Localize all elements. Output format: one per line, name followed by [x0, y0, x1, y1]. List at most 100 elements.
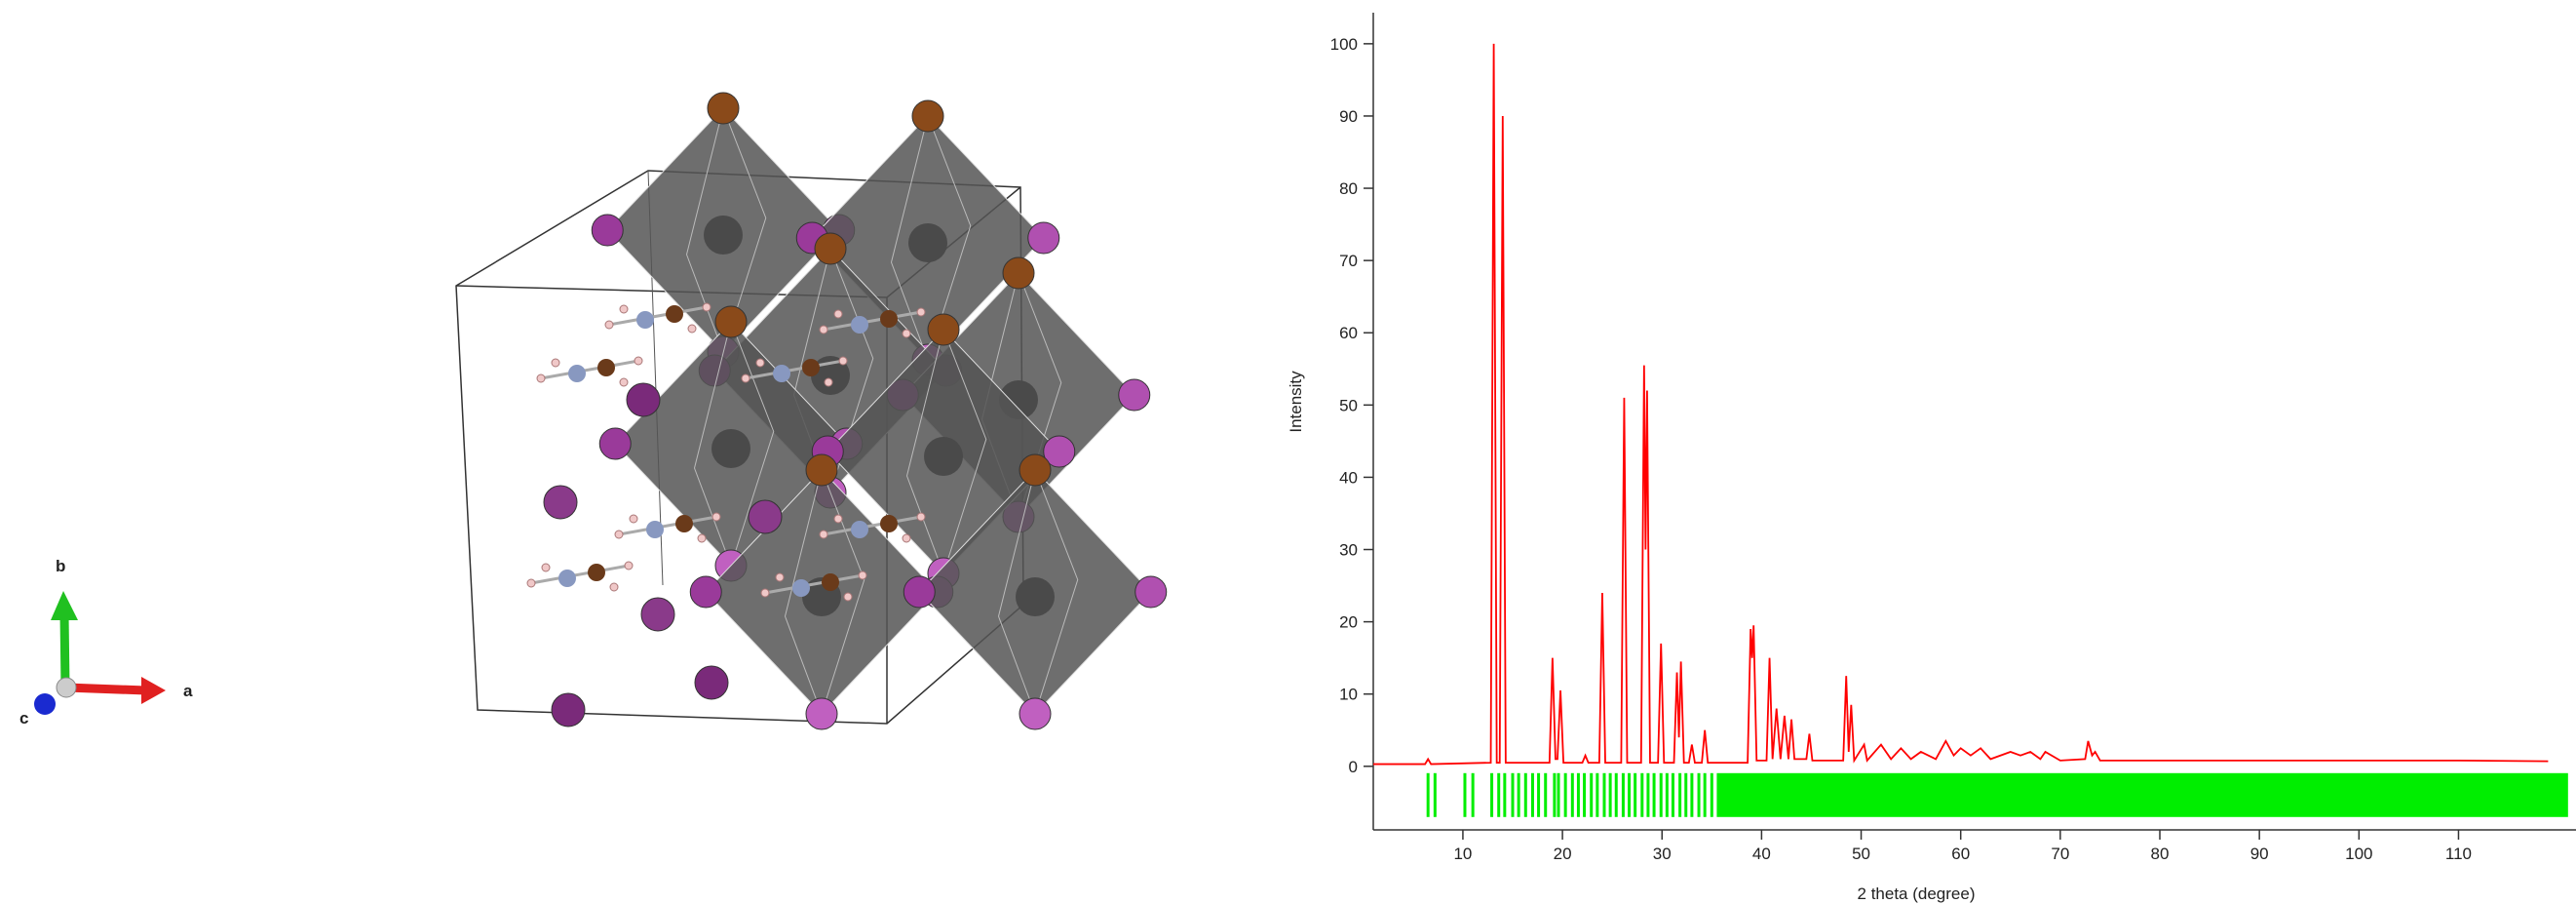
y-tick-label: 70 — [1339, 252, 1358, 270]
x-tick-label: 110 — [2445, 845, 2472, 863]
x-tick-label: 90 — [2250, 845, 2269, 863]
y-tick-label: 0 — [1349, 758, 1358, 776]
c-atom — [880, 310, 898, 328]
n-atom — [851, 521, 868, 538]
y-tick-label: 60 — [1339, 324, 1358, 342]
reflection-band — [1716, 773, 2567, 817]
n-atom — [636, 311, 654, 329]
h-atom — [634, 357, 642, 365]
h-atom — [542, 564, 550, 571]
c-atom — [880, 515, 898, 532]
h-atom — [820, 326, 827, 334]
free-atom — [552, 693, 585, 727]
h-atom — [620, 378, 628, 386]
x-tick-label: 10 — [1453, 845, 1472, 863]
h-atom — [625, 562, 633, 570]
h-atom — [742, 374, 750, 382]
n-atom — [646, 521, 664, 538]
n-atom — [773, 365, 790, 382]
b-arrow — [64, 614, 65, 688]
y-tick-label: 30 — [1339, 541, 1358, 560]
h-atom — [917, 513, 925, 521]
halide-atom — [1135, 576, 1167, 608]
metal-atom — [1016, 577, 1055, 616]
halide-atom — [592, 215, 623, 246]
x-tick-label: 70 — [2051, 845, 2069, 863]
n-atom — [568, 365, 586, 382]
h-atom — [610, 583, 618, 591]
n-atom — [558, 570, 576, 587]
h-atom — [834, 310, 842, 318]
halide-atom — [815, 233, 846, 264]
free-atom — [695, 666, 728, 699]
h-atom — [703, 303, 711, 311]
x-tick-label: 60 — [1951, 845, 1970, 863]
metal-atom — [704, 216, 743, 255]
axis-label-c: c — [19, 709, 28, 727]
y-tick-label: 100 — [1330, 35, 1358, 54]
halide-atom — [690, 576, 721, 608]
metal-atom — [924, 437, 963, 476]
c-atom — [822, 573, 839, 591]
axis-triad: a b c — [19, 557, 193, 727]
y-tick-label: 40 — [1339, 468, 1358, 487]
h-atom — [605, 321, 613, 329]
halide-atom — [904, 576, 935, 608]
x-tick-label: 100 — [2345, 845, 2372, 863]
h-atom — [552, 359, 559, 367]
h-atom — [620, 305, 628, 313]
pattern-line — [1373, 44, 2548, 765]
halide-atom — [912, 100, 943, 132]
b-arrow-head — [51, 591, 78, 620]
y-tick-label: 90 — [1339, 107, 1358, 126]
x-tick-label: 80 — [2151, 845, 2170, 863]
h-atom — [776, 573, 784, 581]
free-atom — [544, 486, 577, 519]
h-atom — [527, 579, 535, 587]
c-atom — [666, 305, 683, 323]
n-atom — [851, 316, 868, 334]
halide-atom — [1003, 257, 1034, 289]
halide-atom — [1028, 222, 1059, 254]
axis-label-b: b — [56, 557, 65, 575]
x-tick-label: 20 — [1554, 845, 1572, 863]
origin — [57, 678, 76, 697]
h-atom — [834, 515, 842, 523]
halide-atom — [806, 698, 837, 729]
axis-label-a: a — [183, 682, 193, 700]
h-atom — [839, 357, 847, 365]
metal-atom — [908, 223, 947, 262]
h-atom — [761, 589, 769, 597]
h-atom — [917, 308, 925, 316]
y-tick-label: 20 — [1339, 613, 1358, 632]
halide-atom — [928, 314, 959, 345]
halide-atom — [599, 428, 631, 459]
halide-atom — [708, 93, 739, 124]
crystal-structure — [456, 93, 1167, 729]
c-atom — [588, 564, 605, 581]
free-atom — [641, 598, 674, 631]
y-axis-label: Intensity — [1287, 371, 1305, 433]
n-atom — [792, 579, 810, 597]
halide-atom — [1019, 698, 1051, 729]
x-tick-label: 50 — [1852, 845, 1870, 863]
page: a b c 0102030405060708090100102030405060… — [0, 0, 2576, 904]
c-atom — [597, 359, 615, 376]
x-tick-label: 40 — [1752, 845, 1771, 863]
h-atom — [903, 330, 910, 337]
halide-atom — [1119, 379, 1150, 411]
halide-atom — [715, 306, 747, 337]
x-axis-label: 2 theta (degree) — [1858, 884, 1976, 903]
free-atom — [749, 500, 782, 533]
c-atom — [802, 359, 820, 376]
h-atom — [844, 593, 852, 601]
x-tick-label: 30 — [1653, 845, 1672, 863]
h-atom — [698, 534, 706, 542]
y-tick-label: 50 — [1339, 396, 1358, 414]
h-atom — [859, 571, 866, 579]
halide-atom — [1019, 454, 1051, 486]
h-atom — [756, 359, 764, 367]
a-arrow-head — [141, 677, 166, 704]
h-atom — [630, 515, 637, 523]
c-atom — [675, 515, 693, 532]
